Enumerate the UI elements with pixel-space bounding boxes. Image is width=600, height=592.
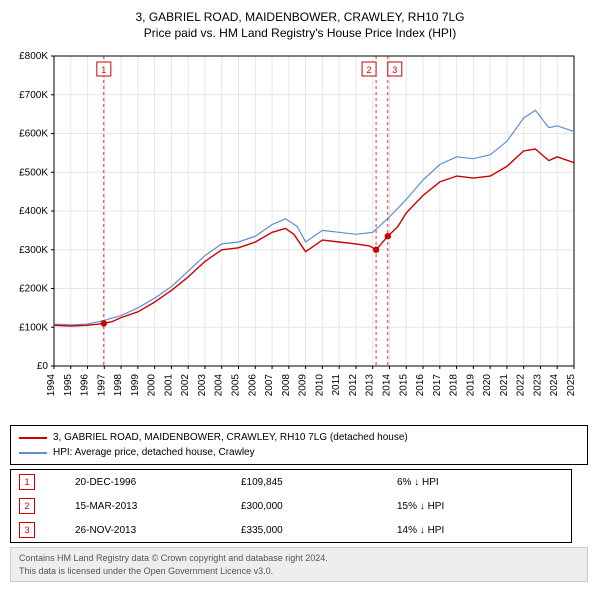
legend-swatch [19,452,47,454]
svg-text:2011: 2011 [331,374,342,396]
svg-text:2003: 2003 [197,374,208,397]
svg-text:2024: 2024 [549,374,560,397]
svg-text:3: 3 [392,65,397,75]
footer-line-1: Contains HM Land Registry data © Crown c… [19,552,579,565]
svg-text:2022: 2022 [516,374,527,397]
title-line-2: Price paid vs. HM Land Registry's House … [10,26,590,40]
svg-text:2002: 2002 [180,374,191,397]
svg-text:2014: 2014 [381,374,392,397]
svg-text:2000: 2000 [147,374,158,397]
svg-text:2016: 2016 [415,374,426,397]
svg-text:1995: 1995 [63,374,74,397]
svg-text:£200K: £200K [19,284,48,295]
svg-text:1: 1 [101,65,106,75]
svg-text:2008: 2008 [281,374,292,397]
svg-text:2: 2 [367,65,372,75]
chart-container: £0 £100K £200K £300K £400K £500K £600K £700K £80… [10,46,590,419]
event-row: 2 15-MAR-2013£300,00015% ↓ HPI [11,494,571,518]
svg-text:2025: 2025 [566,374,577,397]
svg-text:2023: 2023 [532,374,543,397]
event-delta: 6% ↓ HPI [389,470,571,494]
legend-label: 3, GABRIEL ROAD, MAIDENBOWER, CRAWLEY, R… [53,430,408,445]
svg-text:1996: 1996 [80,374,91,397]
events-box: 1 20-DEC-1996£109,8456% ↓ HPI 2 15-MAR-2013… [10,469,572,543]
price-chart: £0 £100K £200K £300K £400K £500K £600K £700K £80… [10,46,590,416]
footer-attribution: Contains HM Land Registry data © Crown c… [10,547,588,582]
svg-text:1994: 1994 [46,374,57,397]
svg-text:2006: 2006 [247,374,258,397]
svg-text:£600K: £600K [19,129,48,140]
svg-text:2004: 2004 [214,374,225,397]
event-date: 15-MAR-2013 [67,494,233,518]
event-row: 3 26-NOV-2013£335,00014% ↓ HPI [11,518,571,542]
svg-text:2019: 2019 [465,374,476,397]
legend-row: 3, GABRIEL ROAD, MAIDENBOWER, CRAWLEY, R… [19,430,579,445]
event-price: £109,845 [233,470,389,494]
events-table: 1 20-DEC-1996£109,8456% ↓ HPI 2 15-MAR-2013… [11,470,571,542]
event-marker: 2 [19,498,35,514]
event-marker: 3 [19,522,35,538]
svg-text:2020: 2020 [482,374,493,397]
event-delta: 14% ↓ HPI [389,518,571,542]
footer-line-2: This data is licensed under the Open Gov… [19,565,579,578]
event-price: £300,000 [233,494,389,518]
svg-text:£300K: £300K [19,245,48,256]
svg-text:£0: £0 [37,361,49,372]
svg-text:2009: 2009 [298,374,309,397]
svg-text:2001: 2001 [163,374,174,397]
svg-text:2013: 2013 [365,374,376,397]
svg-text:2010: 2010 [314,374,325,397]
chart-title-block: 3, GABRIEL ROAD, MAIDENBOWER, CRAWLEY, R… [10,10,590,40]
svg-text:2015: 2015 [398,374,409,397]
legend-box: 3, GABRIEL ROAD, MAIDENBOWER, CRAWLEY, R… [10,425,588,465]
event-date: 26-NOV-2013 [67,518,233,542]
event-price: £335,000 [233,518,389,542]
svg-text:2007: 2007 [264,374,275,397]
svg-text:£100K: £100K [19,322,48,333]
event-marker: 1 [19,474,35,490]
svg-text:2018: 2018 [449,374,460,397]
title-line-1: 3, GABRIEL ROAD, MAIDENBOWER, CRAWLEY, R… [10,10,590,24]
svg-text:2017: 2017 [432,374,443,397]
svg-text:1998: 1998 [113,374,124,397]
svg-text:£500K: £500K [19,167,48,178]
legend-swatch [19,437,47,439]
svg-text:1997: 1997 [96,374,107,397]
svg-text:1999: 1999 [130,374,141,397]
svg-text:2005: 2005 [231,374,242,397]
svg-text:2021: 2021 [499,374,510,397]
event-row: 1 20-DEC-1996£109,8456% ↓ HPI [11,470,571,494]
svg-text:2012: 2012 [348,374,359,397]
event-delta: 15% ↓ HPI [389,494,571,518]
svg-text:£700K: £700K [19,90,48,101]
svg-text:£800K: £800K [19,51,48,62]
legend-label: HPI: Average price, detached house, Craw… [53,445,255,460]
svg-text:£400K: £400K [19,206,48,217]
event-date: 20-DEC-1996 [67,470,233,494]
legend-row: HPI: Average price, detached house, Craw… [19,445,579,460]
